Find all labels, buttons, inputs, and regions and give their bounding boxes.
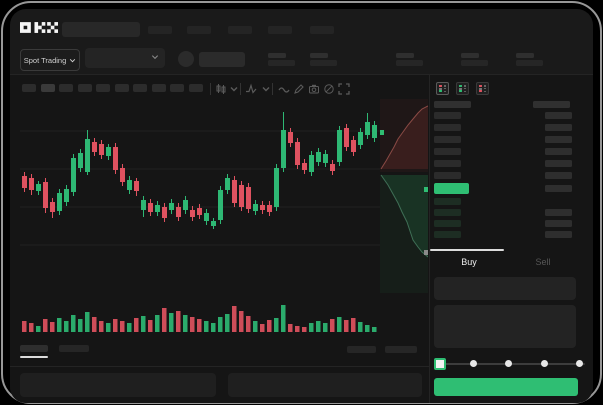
order-book-bid-row[interactable] xyxy=(545,209,572,216)
timeframe-button-placeholder[interactable] xyxy=(114,84,129,92)
book-asks-only-icon[interactable] xyxy=(476,82,489,95)
timeframe-button-placeholder[interactable] xyxy=(151,84,166,92)
ticker-stat-placeholder xyxy=(268,60,295,66)
account-icon[interactable] xyxy=(178,51,194,67)
timeframe-button-placeholder[interactable] xyxy=(96,84,110,92)
history-panel-placeholder xyxy=(228,373,422,397)
panel-divider xyxy=(429,74,430,403)
slider-stop-dot[interactable] xyxy=(540,360,548,367)
ticker-stat-placeholder xyxy=(396,53,414,58)
chevron-down-icon[interactable] xyxy=(260,82,274,96)
order-book-row[interactable] xyxy=(545,185,572,192)
order-book-ask-row[interactable] xyxy=(545,160,572,167)
toolbar-divider xyxy=(272,83,273,95)
nav-item-placeholder[interactable] xyxy=(148,26,172,34)
order-book-bid-row[interactable] xyxy=(434,220,461,227)
order-book-ask-row[interactable] xyxy=(545,124,572,131)
indicators-icon[interactable] xyxy=(245,82,259,96)
ticker-stat-placeholder xyxy=(461,53,479,58)
order-book-header-bar xyxy=(434,101,471,108)
bottom-tab-placeholder[interactable] xyxy=(59,345,89,352)
toolbar-divider xyxy=(240,83,241,95)
ticker-stat-placeholder xyxy=(516,53,534,58)
price-input-placeholder[interactable] xyxy=(434,277,576,300)
nav-item-placeholder[interactable] xyxy=(187,26,211,34)
nav-item-placeholder[interactable] xyxy=(228,26,252,34)
order-book-ask-row[interactable] xyxy=(545,148,572,155)
bottom-divider xyxy=(10,366,429,367)
ticker-stat-placeholder xyxy=(268,53,286,58)
depth-chart[interactable] xyxy=(380,97,428,340)
bottom-tab-active-placeholder[interactable] xyxy=(20,345,48,352)
spot-trading-button[interactable]: Spot Trading xyxy=(20,49,80,71)
ticker-stat-placeholder xyxy=(396,60,423,66)
timeframe-button-placeholder[interactable] xyxy=(59,84,73,92)
camera-icon[interactable] xyxy=(308,82,322,96)
order-book-ask-row[interactable] xyxy=(545,112,572,119)
timeframe-button-placeholder[interactable] xyxy=(133,84,147,92)
book-bids-only-icon[interactable] xyxy=(456,82,469,95)
order-book-ask-row[interactable] xyxy=(434,124,461,131)
order-book-ask-row[interactable] xyxy=(434,112,461,119)
order-book-ask-row[interactable] xyxy=(434,148,461,155)
order-book-ask-row[interactable] xyxy=(434,160,461,167)
action-button-placeholder[interactable] xyxy=(199,52,245,67)
order-book-header-bar xyxy=(533,101,570,108)
slider-stop-dot[interactable] xyxy=(505,360,512,367)
order-book-bid-row[interactable] xyxy=(545,220,572,227)
pencil-icon[interactable] xyxy=(293,82,307,96)
pair-selector-dropdown[interactable] xyxy=(85,48,165,68)
order-book-bid-row[interactable] xyxy=(434,231,461,238)
bottom-action-placeholder[interactable] xyxy=(385,346,417,353)
chevron-down-icon xyxy=(70,58,76,62)
buy-submit-button[interactable] xyxy=(434,378,578,396)
chevron-down-icon[interactable] xyxy=(228,82,242,96)
spot-trading-label: Spot Trading xyxy=(23,55,67,65)
bottom-tab-indicator xyxy=(20,356,48,358)
nav-item-placeholder[interactable] xyxy=(268,26,292,34)
buy-tab-indicator xyxy=(430,249,504,251)
okx-app-window: Spot Trading Buy Sell xyxy=(10,9,593,403)
ticker-stat-placeholder xyxy=(516,60,543,66)
timeframe-button-placeholder[interactable] xyxy=(40,84,55,92)
slider-stop-dot[interactable] xyxy=(469,360,477,367)
tab-sell[interactable]: Sell xyxy=(504,249,582,275)
ticker-stat-placeholder xyxy=(461,60,488,66)
amount-input-placeholder[interactable] xyxy=(434,305,576,348)
timeframe-button-placeholder[interactable] xyxy=(170,84,184,92)
last-price-bar xyxy=(434,183,469,194)
nav-item-placeholder[interactable] xyxy=(310,26,334,34)
timeframe-button-placeholder[interactable] xyxy=(77,84,92,92)
order-book-bid-row[interactable] xyxy=(434,209,461,216)
candlestick-chart[interactable] xyxy=(20,97,380,340)
timeframe-button-placeholder[interactable] xyxy=(188,84,203,92)
timeframe-button-placeholder[interactable] xyxy=(22,84,36,92)
ticker-stat-placeholder xyxy=(310,53,328,58)
slider-stop-dot[interactable] xyxy=(576,360,583,367)
order-book-ask-row[interactable] xyxy=(434,136,461,143)
fullscreen-icon[interactable] xyxy=(338,82,352,96)
buy-tab-label: Buy xyxy=(461,257,477,267)
orders-panel-placeholder xyxy=(20,373,216,397)
bottom-action-placeholder[interactable] xyxy=(347,346,376,353)
header-divider xyxy=(10,74,593,75)
candle-type-icon[interactable] xyxy=(215,82,229,96)
content-background xyxy=(10,74,593,403)
order-book-ask-row[interactable] xyxy=(545,172,572,179)
wave-icon[interactable] xyxy=(278,82,292,96)
search-input[interactable] xyxy=(62,22,140,37)
book-combined-icon[interactable] xyxy=(436,82,449,95)
order-book-bid-row[interactable] xyxy=(545,231,572,238)
slider-handle[interactable] xyxy=(434,358,446,370)
target-icon[interactable] xyxy=(323,82,337,96)
okx-logo xyxy=(20,22,58,33)
order-book-bid-row[interactable] xyxy=(434,198,461,205)
order-book-ask-row[interactable] xyxy=(434,172,461,179)
chevron-down-icon xyxy=(151,55,159,60)
ticker-stat-placeholder xyxy=(310,60,337,66)
toolbar-divider xyxy=(210,83,211,95)
sell-tab-label: Sell xyxy=(535,257,551,267)
tab-buy[interactable]: Buy xyxy=(430,249,508,275)
order-book-ask-row[interactable] xyxy=(545,136,572,143)
